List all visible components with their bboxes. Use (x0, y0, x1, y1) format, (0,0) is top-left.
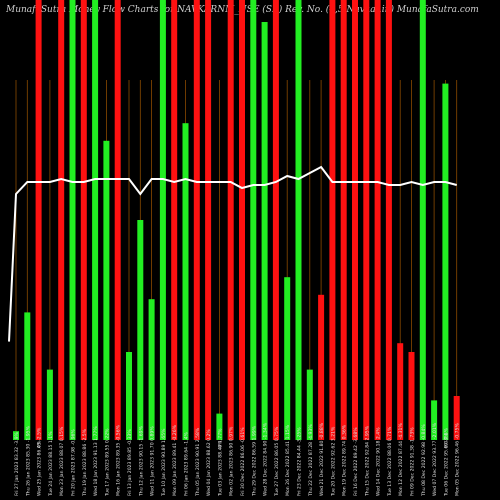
date-label: Thu 29 Dec 2022 86.59 1.99% (251, 425, 257, 497)
date-label: Tue 17 Jan 2023 89.55 0.22% (104, 428, 110, 497)
date-label: Thu 05 Jan 2023 90.91 2.58% (195, 427, 201, 497)
date-label: Wed 21 Dec 2022 91.80 -0.88% (319, 422, 325, 496)
date-label: Thu 19 Jan 2023 88.86 -2.5% (82, 428, 88, 497)
flow-bar (453, 396, 460, 440)
date-label: Wed 14 Dec 2022 90.18 2.4% (376, 427, 382, 496)
date-label: Thu 08 Dec 2022 92.98 -0.84% (421, 424, 427, 497)
date-label: Wed 28 Dec 2022 84.90 -1.34% (263, 422, 269, 496)
date-label: Tue 20 Dec 2022 92.62 3.21% (330, 426, 336, 497)
flow-bar (408, 352, 415, 440)
date-label: Thu 12 Jan 2023 90.15 -1.69% (138, 425, 144, 497)
date-label: Tue 10 Jan 2023 90.89 1.65% (161, 428, 167, 497)
flow-bar (250, 0, 257, 440)
date-label: Wed 04 Jan 2023 88.62 0.2% (206, 429, 212, 496)
flow-bar (193, 0, 200, 440)
flow-bar (35, 0, 42, 440)
date-label: Wed 07 Dec 2022 93.77 -2.01% (432, 422, 438, 496)
date-label: Mon 05 Dec 2022 96.46 -0.75% (455, 423, 461, 496)
flow-bar (216, 413, 223, 440)
date-label: Tue 24 Jan 2023 88.15 1.1% (48, 431, 54, 497)
date-label: Fri 09 Dec 2022 91.38 -1.73% (410, 427, 416, 496)
flow-bar (103, 140, 110, 441)
date-label: Fri 16 Dec 2022 89.42 -3.68% (353, 427, 359, 496)
flow-bar (442, 83, 449, 440)
date-label: Mon 19 Dec 2022 89.74 0.36% (342, 424, 348, 496)
date-label: Fri 30 Dec 2022 86.06 -0.61% (240, 427, 246, 496)
date-label: Fri 20 Jan 2023 87.98 -0.96% (71, 429, 77, 496)
flow-bar (148, 299, 155, 440)
flow-bar (205, 0, 212, 440)
flow-bar (374, 0, 381, 440)
date-label: Wed 25 Jan 2023 86.43 -2.5% (37, 427, 43, 496)
date-label: Mon 16 Jan 2023 89.35 -0.56% (116, 424, 122, 496)
price-line (8, 165, 457, 342)
date-label: Mon 02 Jan 2023 86.90 0.97% (229, 426, 235, 496)
percent-label: 0.03% (443, 433, 449, 448)
flow-bar (431, 400, 438, 440)
flow-bar (397, 343, 404, 440)
date-label: Tue 06 Dec 2022 95.69 -0.8% (443, 427, 449, 497)
flow-bar (171, 0, 178, 440)
date-label: Mon 23 Jan 2023 88.07 0.15% (59, 426, 65, 496)
date-label: Thu 26 Jan 2023 85.30 -1.95% (25, 425, 31, 497)
flow-bar (159, 0, 166, 440)
flow-bar (419, 0, 426, 440)
flow-bar (80, 0, 87, 440)
flow-bar (340, 0, 347, 440)
date-label: Thu 22 Dec 2022 87.28 -4.93% (308, 424, 314, 497)
flow-bar (46, 369, 53, 440)
date-label: Tue 27 Dec 2022 86.05 0.75% (274, 426, 280, 497)
flow-bar (272, 0, 279, 440)
flow-bar (92, 0, 99, 440)
flow-bar (58, 0, 65, 440)
flow-bar (114, 0, 121, 440)
flow-bar (24, 312, 31, 440)
date-label: Fri 13 Jan 2023 89.85 -0.33% (127, 429, 133, 496)
percent-label: 0% (217, 440, 223, 448)
flow-bar (13, 431, 19, 440)
flow-bar (69, 0, 76, 440)
flow-bar (363, 0, 370, 440)
date-label: Tue 03 Jan 2023 88.44 1.77% (217, 428, 223, 497)
flow-bar (261, 22, 268, 440)
date-label: Wed 18 Jan 2023 91.13 1.77% (93, 426, 99, 496)
flow-bar (239, 0, 245, 440)
date-label: Mon 12 Dec 2022 87.44 -4.31% (398, 423, 404, 496)
date-label: Fri 27 Jan 2023 83.32 -3.9% (14, 431, 20, 496)
flow-bar (329, 0, 336, 440)
percent-label: 0% (37, 440, 43, 448)
flow-bar (284, 277, 291, 440)
flow-bar (295, 0, 302, 440)
date-label: Wed 11 Jan 2023 91.70 0.89% (150, 426, 156, 496)
date-label: Mon 26 Dec 2022 85.41 1.15% (285, 424, 291, 496)
flow-bar (318, 294, 325, 440)
date-label: Fri 23 Dec 2022 84.44 -3.25% (297, 427, 303, 496)
flow-bar (352, 0, 358, 440)
flow-bar (227, 0, 234, 440)
flow-bar (306, 369, 313, 440)
date-label: Tue 13 Dec 2022 88.06 0.71% (387, 426, 393, 497)
flow-bar (182, 123, 189, 440)
date-label: Fri 06 Jan 2023 89.64 -1.4% (184, 431, 190, 496)
date-label: Thu 15 Dec 2022 92.84 2.95% (364, 425, 370, 497)
flow-bar (137, 220, 144, 440)
date-label: Mon 09 Jan 2023 89.41 -0.26% (172, 424, 178, 496)
flow-bar (385, 0, 392, 440)
flow-bar (126, 352, 132, 440)
